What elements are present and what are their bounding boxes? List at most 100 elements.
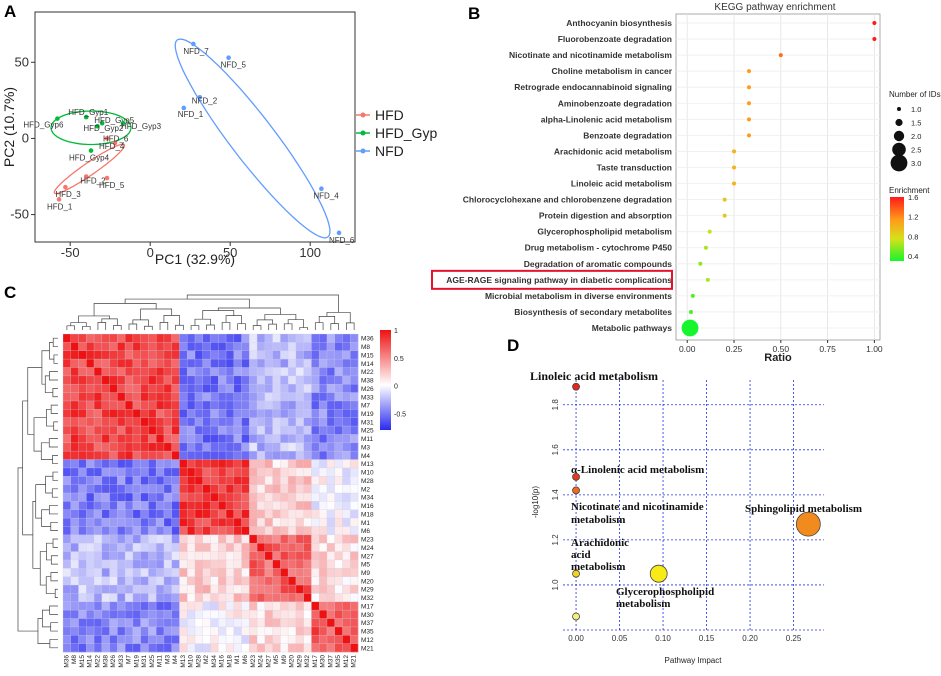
heatmap-cell xyxy=(148,635,157,644)
dendrogram-branch xyxy=(51,488,58,498)
heatmap-cell xyxy=(342,568,351,577)
heatmap-row-label: M26 xyxy=(361,386,374,393)
heatmap-cell xyxy=(156,442,165,452)
heatmap-cell xyxy=(264,342,273,352)
kegg-pathway-label: Nicotinate and nicotinamide metabolism xyxy=(509,50,672,60)
heatmap-cell xyxy=(334,392,343,402)
heatmap-cell xyxy=(140,635,149,644)
heatmap-cell xyxy=(210,551,219,561)
heatmap-cell xyxy=(319,643,328,653)
heatmap-cell xyxy=(78,643,87,653)
heatmap-cell xyxy=(148,484,157,494)
kegg-point xyxy=(703,245,708,250)
heatmap-cell xyxy=(210,459,219,469)
heatmap-cell xyxy=(101,459,110,469)
heatmap-cell xyxy=(125,384,134,393)
heatmap-cell xyxy=(117,493,126,502)
heatmap-cell xyxy=(303,417,312,427)
heatmap-cell xyxy=(86,568,95,577)
heatmap-cell xyxy=(241,593,250,603)
heatmap-cell xyxy=(350,543,359,552)
heatmap-cell xyxy=(303,635,312,644)
heatmap-cell xyxy=(342,384,351,393)
heatmap-column-label: M36 xyxy=(63,655,70,668)
heatmap-cell xyxy=(70,626,79,636)
heatmap-cell xyxy=(295,635,304,644)
size-legend-label: 3.0 xyxy=(911,159,921,168)
dendrogram-branch xyxy=(45,475,53,494)
heatmap-cell xyxy=(218,610,227,619)
heatmap-cell xyxy=(194,568,204,577)
heatmap-cell xyxy=(272,400,281,410)
dendrogram-branch xyxy=(44,375,53,393)
heatmap-cell xyxy=(148,434,157,444)
heatmap-cell xyxy=(70,526,79,536)
heatmap-cell xyxy=(187,493,196,502)
heatmap-cell xyxy=(226,618,235,628)
heatmap-cell xyxy=(288,442,297,452)
heatmap-cell xyxy=(342,593,351,603)
heatmap-cell xyxy=(249,459,258,469)
heatmap-cell xyxy=(125,493,134,502)
heatmap-cell xyxy=(249,400,258,410)
heatmap-cell xyxy=(241,367,250,377)
heatmap-cell xyxy=(94,417,103,427)
heatmap-cell xyxy=(179,509,188,519)
heatmap-cell xyxy=(109,476,118,485)
heatmap-cell xyxy=(86,375,95,385)
heatmap-cell xyxy=(295,417,304,427)
heatmap-cell xyxy=(148,610,157,619)
heatmap-cell xyxy=(78,618,87,628)
heatmap-cell xyxy=(171,451,180,460)
heatmap-cell xyxy=(226,467,235,477)
heatmap-cell xyxy=(109,400,118,410)
heatmap-cell xyxy=(140,467,149,477)
heatmap-cell xyxy=(70,451,79,460)
size-legend-dot xyxy=(892,142,906,157)
heatmap-cell xyxy=(140,610,149,619)
heatmap-cell xyxy=(94,367,103,377)
heatmap-cell xyxy=(249,593,258,603)
heatmap-cell xyxy=(63,534,72,544)
heatmap-cell xyxy=(241,626,250,636)
heatmap-cell xyxy=(280,417,289,427)
heatmap-cell xyxy=(125,593,134,603)
heatmap-cell xyxy=(86,493,95,502)
heatmap-cell xyxy=(264,585,273,594)
heatmap-cell xyxy=(249,476,258,485)
heatmap-cell xyxy=(94,434,103,444)
heatmap-cell xyxy=(187,409,196,418)
heatmap-cell xyxy=(272,626,281,636)
heatmap-cell xyxy=(303,626,312,636)
heatmap-cell xyxy=(63,618,72,628)
kegg-pathway-label: Benzoate degradation xyxy=(583,130,672,140)
heatmap-cell xyxy=(272,467,281,477)
heatmap-cell xyxy=(280,576,289,586)
heatmap-cell xyxy=(257,585,266,594)
heatmap-cell xyxy=(70,635,79,644)
heatmap-cell xyxy=(156,493,165,502)
heatmap-cell xyxy=(117,618,126,628)
heatmap-cell xyxy=(194,367,204,377)
heatmap-cell xyxy=(319,585,328,594)
heatmap-cell xyxy=(334,417,343,427)
heatmap-cell xyxy=(63,601,72,611)
heatmap-cell xyxy=(140,451,149,460)
heatmap-cell xyxy=(78,350,87,360)
heatmap-cell xyxy=(101,559,110,569)
heatmap-cell xyxy=(132,400,141,410)
dendrogram-branch xyxy=(50,404,58,414)
heatmap-cell xyxy=(125,543,134,552)
heatmap-cell xyxy=(272,543,281,552)
heatmap-cell xyxy=(78,534,87,544)
heatmap-cell xyxy=(334,493,343,502)
heatmap-cell xyxy=(140,559,149,569)
heatmap-cell xyxy=(156,509,165,519)
heatmap-cell xyxy=(319,334,328,343)
pca-point-nfd-1 xyxy=(181,105,187,111)
heatmap-cell xyxy=(334,601,343,611)
heatmap-cell xyxy=(202,585,211,594)
heatmap-cell xyxy=(86,334,95,343)
heatmap-cell xyxy=(109,559,118,569)
heatmap-cell xyxy=(350,367,359,377)
